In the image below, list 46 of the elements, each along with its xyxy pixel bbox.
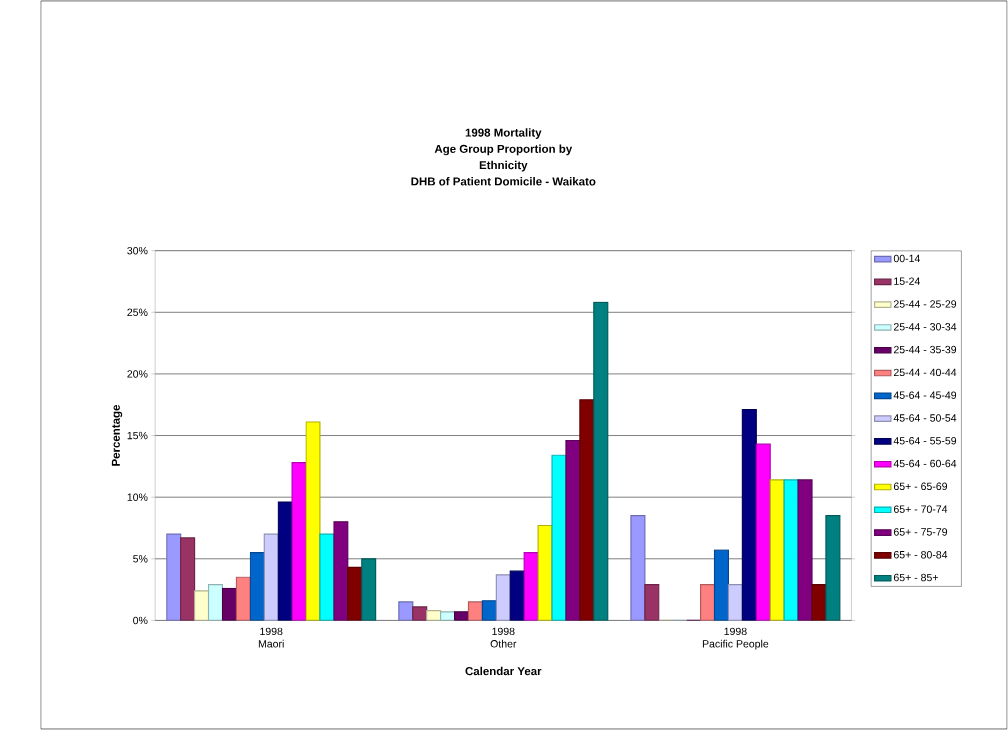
legend-label: 15-24	[894, 277, 921, 285]
bar	[700, 584, 716, 621]
bar	[755, 443, 771, 621]
legend-label: 45-64 - 55-59	[893, 437, 957, 445]
legend-label: 45-64 - 50-54	[893, 414, 957, 422]
y-axis-title: Percentage	[111, 405, 123, 466]
bar	[249, 552, 265, 621]
x-tick-label: 1998 Pacific People	[702, 627, 769, 650]
legend-label: 25-44 - 40-44	[893, 368, 957, 377]
bar	[221, 587, 237, 621]
y-tick-label: 0%	[133, 616, 148, 625]
chart-title: 1998 Mortality Age Group Proportion by Ethnicity DHB of Patient Domicile - Waikato	[411, 128, 596, 186]
legend-label: 65+ - 65-69	[893, 482, 948, 491]
bar	[207, 584, 224, 621]
x-axis-title: Calendar Year	[465, 666, 542, 676]
bar	[741, 409, 757, 621]
bar	[593, 301, 609, 621]
x-tick-label: 1998 Other	[490, 627, 517, 648]
bar	[235, 576, 251, 621]
legend-label: 65+ - 85+	[893, 573, 938, 582]
y-tick-label: 30%	[127, 246, 148, 255]
legend-label: 65+ - 75-79	[893, 528, 948, 536]
y-tick-label: 5%	[133, 555, 148, 563]
legend-label: 00-14	[893, 254, 921, 263]
legend-label: 65+ - 70-74	[893, 505, 948, 513]
y-tick-label: 25%	[127, 308, 148, 317]
bar	[481, 600, 497, 621]
bar	[713, 549, 730, 621]
bar	[727, 584, 743, 621]
bar	[263, 533, 279, 621]
bar	[361, 558, 377, 621]
legend-label: 45-64 - 45-49	[893, 391, 957, 399]
bar	[180, 537, 196, 621]
bar	[347, 566, 363, 621]
legend-label: 25-44 - 30-34	[893, 323, 957, 331]
y-tick-label: 20%	[127, 370, 148, 378]
legend-label: 45-64 - 60-64	[893, 459, 957, 468]
legend-label: 65+ - 80-84	[893, 551, 948, 559]
x-tick-label: 1998 Maori	[258, 627, 284, 648]
legend-label: 25-44 - 35-39	[893, 345, 957, 354]
bar	[166, 533, 182, 621]
bar	[509, 570, 525, 621]
y-tick-label: 15%	[127, 431, 148, 440]
bar	[495, 574, 511, 621]
y-tick-label: 10%	[127, 493, 148, 501]
legend-label: 25-44 - 25-29	[893, 300, 957, 308]
